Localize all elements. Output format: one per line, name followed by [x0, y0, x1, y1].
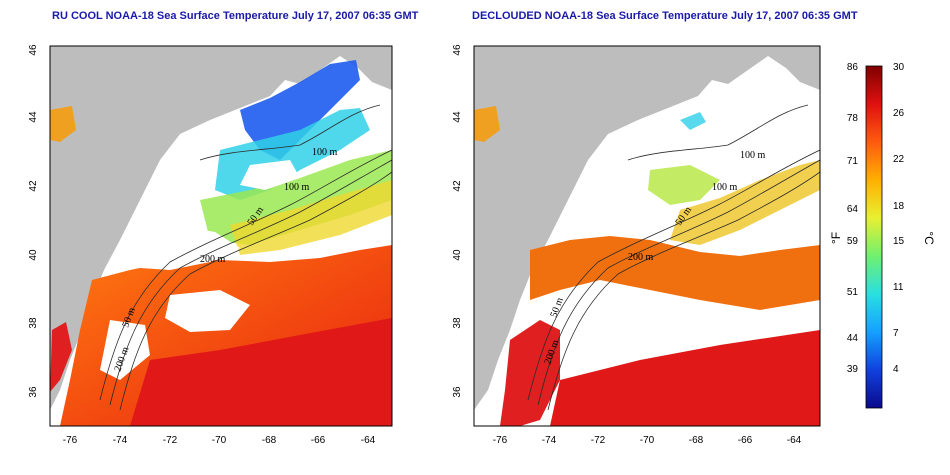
right-x-tick: -68 [689, 435, 704, 446]
right-map: 100 m 100 m 50 m 200 m 50 m 200 m -76 -7… [452, 44, 821, 446]
left-x-tick: -68 [262, 435, 277, 446]
right-y-tick: 38 [452, 317, 463, 329]
right-x-tick: -66 [738, 435, 753, 446]
left-map-land [50, 46, 392, 410]
left-map: 100 m 100 m 50 m 200 m 50 m 200 m -76 -7… [28, 44, 393, 446]
right-x-tick: -76 [493, 435, 508, 446]
left-y-tick: 42 [28, 180, 39, 192]
colorbar-f-tick: 44 [847, 333, 859, 344]
left-contour-label: 200 m [200, 254, 226, 265]
left-map-clouds-4 [240, 160, 300, 190]
left-x-tick: -72 [163, 435, 178, 446]
left-map-cold-water [240, 60, 360, 160]
colorbar-c-tick: 4 [893, 364, 899, 375]
colorbar-c-tick: 15 [893, 236, 905, 247]
left-y-tick: 36 [28, 386, 39, 398]
left-x-tick: -70 [212, 435, 227, 446]
right-map-warm-water [530, 236, 820, 310]
right-map-gulf-stream [550, 330, 820, 426]
colorbar-gradient [865, 65, 883, 409]
left-map-clouds-3 [100, 320, 150, 380]
right-contour-label: 100 m [740, 150, 766, 161]
left-y-tick: 46 [28, 44, 39, 56]
right-y-tick: 46 [452, 44, 463, 56]
right-y-axis: 46 44 42 40 38 36 [452, 44, 463, 398]
colorbar-c-tick: 11 [893, 282, 904, 293]
right-contour-label: 200 m [628, 252, 654, 263]
left-map-clouds [130, 225, 240, 270]
right-y-tick: 44 [452, 111, 463, 123]
left-map-clouds-2 [165, 290, 250, 332]
left-x-tick: -64 [361, 435, 376, 446]
left-y-tick: 38 [28, 317, 39, 329]
colorbar-c-tick: 7 [893, 328, 899, 339]
left-map-title: RU COOL NOAA-18 Sea Surface Temperature … [52, 10, 419, 22]
left-map-yellow-water [230, 180, 392, 255]
colorbar-c-tick: 18 [893, 201, 905, 212]
right-map-land [474, 46, 820, 410]
left-contour-label: 100 m [312, 147, 338, 158]
right-x-axis: -76 -74 -72 -70 -68 -66 -64 [493, 435, 802, 446]
right-y-tick: 40 [452, 249, 463, 261]
colorbar-c-tick: 30 [893, 62, 905, 73]
colorbar-f-tick: 59 [847, 236, 859, 247]
left-y-tick: 40 [28, 249, 39, 261]
left-y-tick: 44 [28, 111, 39, 123]
colorbar: 86 78 71 64 59 51 44 39 30 26 22 18 15 1… [829, 62, 936, 409]
left-x-axis: -76 -74 -72 -70 -68 -66 -64 [63, 435, 376, 446]
colorbar-fahrenheit-ticks: 86 78 71 64 59 51 44 39 [847, 62, 859, 375]
right-y-tick: 36 [452, 386, 463, 398]
left-map-inland-lake [50, 106, 76, 142]
left-y-axis: 46 44 42 40 38 36 [28, 44, 39, 398]
colorbar-f-tick: 86 [847, 62, 859, 73]
right-map-cyan-water [680, 112, 706, 130]
left-x-tick: -66 [311, 435, 326, 446]
right-x-tick: -64 [787, 435, 802, 446]
right-x-tick: -74 [542, 435, 557, 446]
left-contour-label: 100 m [284, 182, 310, 193]
right-map-frame [473, 45, 821, 427]
colorbar-celsius-label: °C [922, 231, 936, 245]
colorbar-f-tick: 64 [847, 204, 859, 215]
right-x-tick: -72 [591, 435, 606, 446]
left-map-contours [99, 104, 392, 411]
right-y-tick: 42 [452, 180, 463, 192]
colorbar-f-tick: 39 [847, 364, 859, 375]
left-x-tick: -74 [113, 435, 128, 446]
right-map-title: DECLOUDED NOAA-18 Sea Surface Temperatur… [472, 10, 858, 22]
left-map-frame [49, 45, 393, 427]
right-map-coastal-warm [500, 320, 560, 426]
right-x-tick: -70 [640, 435, 655, 446]
colorbar-f-tick: 51 [847, 287, 859, 298]
colorbar-c-tick: 26 [893, 108, 905, 119]
colorbar-f-tick: 71 [847, 156, 859, 167]
right-map-green-water [648, 165, 720, 205]
colorbar-f-tick: 78 [847, 113, 859, 124]
colorbar-c-tick: 22 [893, 154, 905, 165]
colorbar-celsius-ticks: 30 26 22 18 15 11 7 4 [893, 62, 905, 375]
right-map-inland-lake [474, 106, 500, 142]
right-contour-label: 100 m [712, 182, 738, 193]
left-map-coastal-warm [50, 322, 72, 392]
left-map-gulf-stream [130, 318, 392, 426]
left-x-tick: -76 [63, 435, 78, 446]
right-map-contours [527, 104, 820, 411]
colorbar-fahrenheit-label: °F [829, 232, 843, 244]
